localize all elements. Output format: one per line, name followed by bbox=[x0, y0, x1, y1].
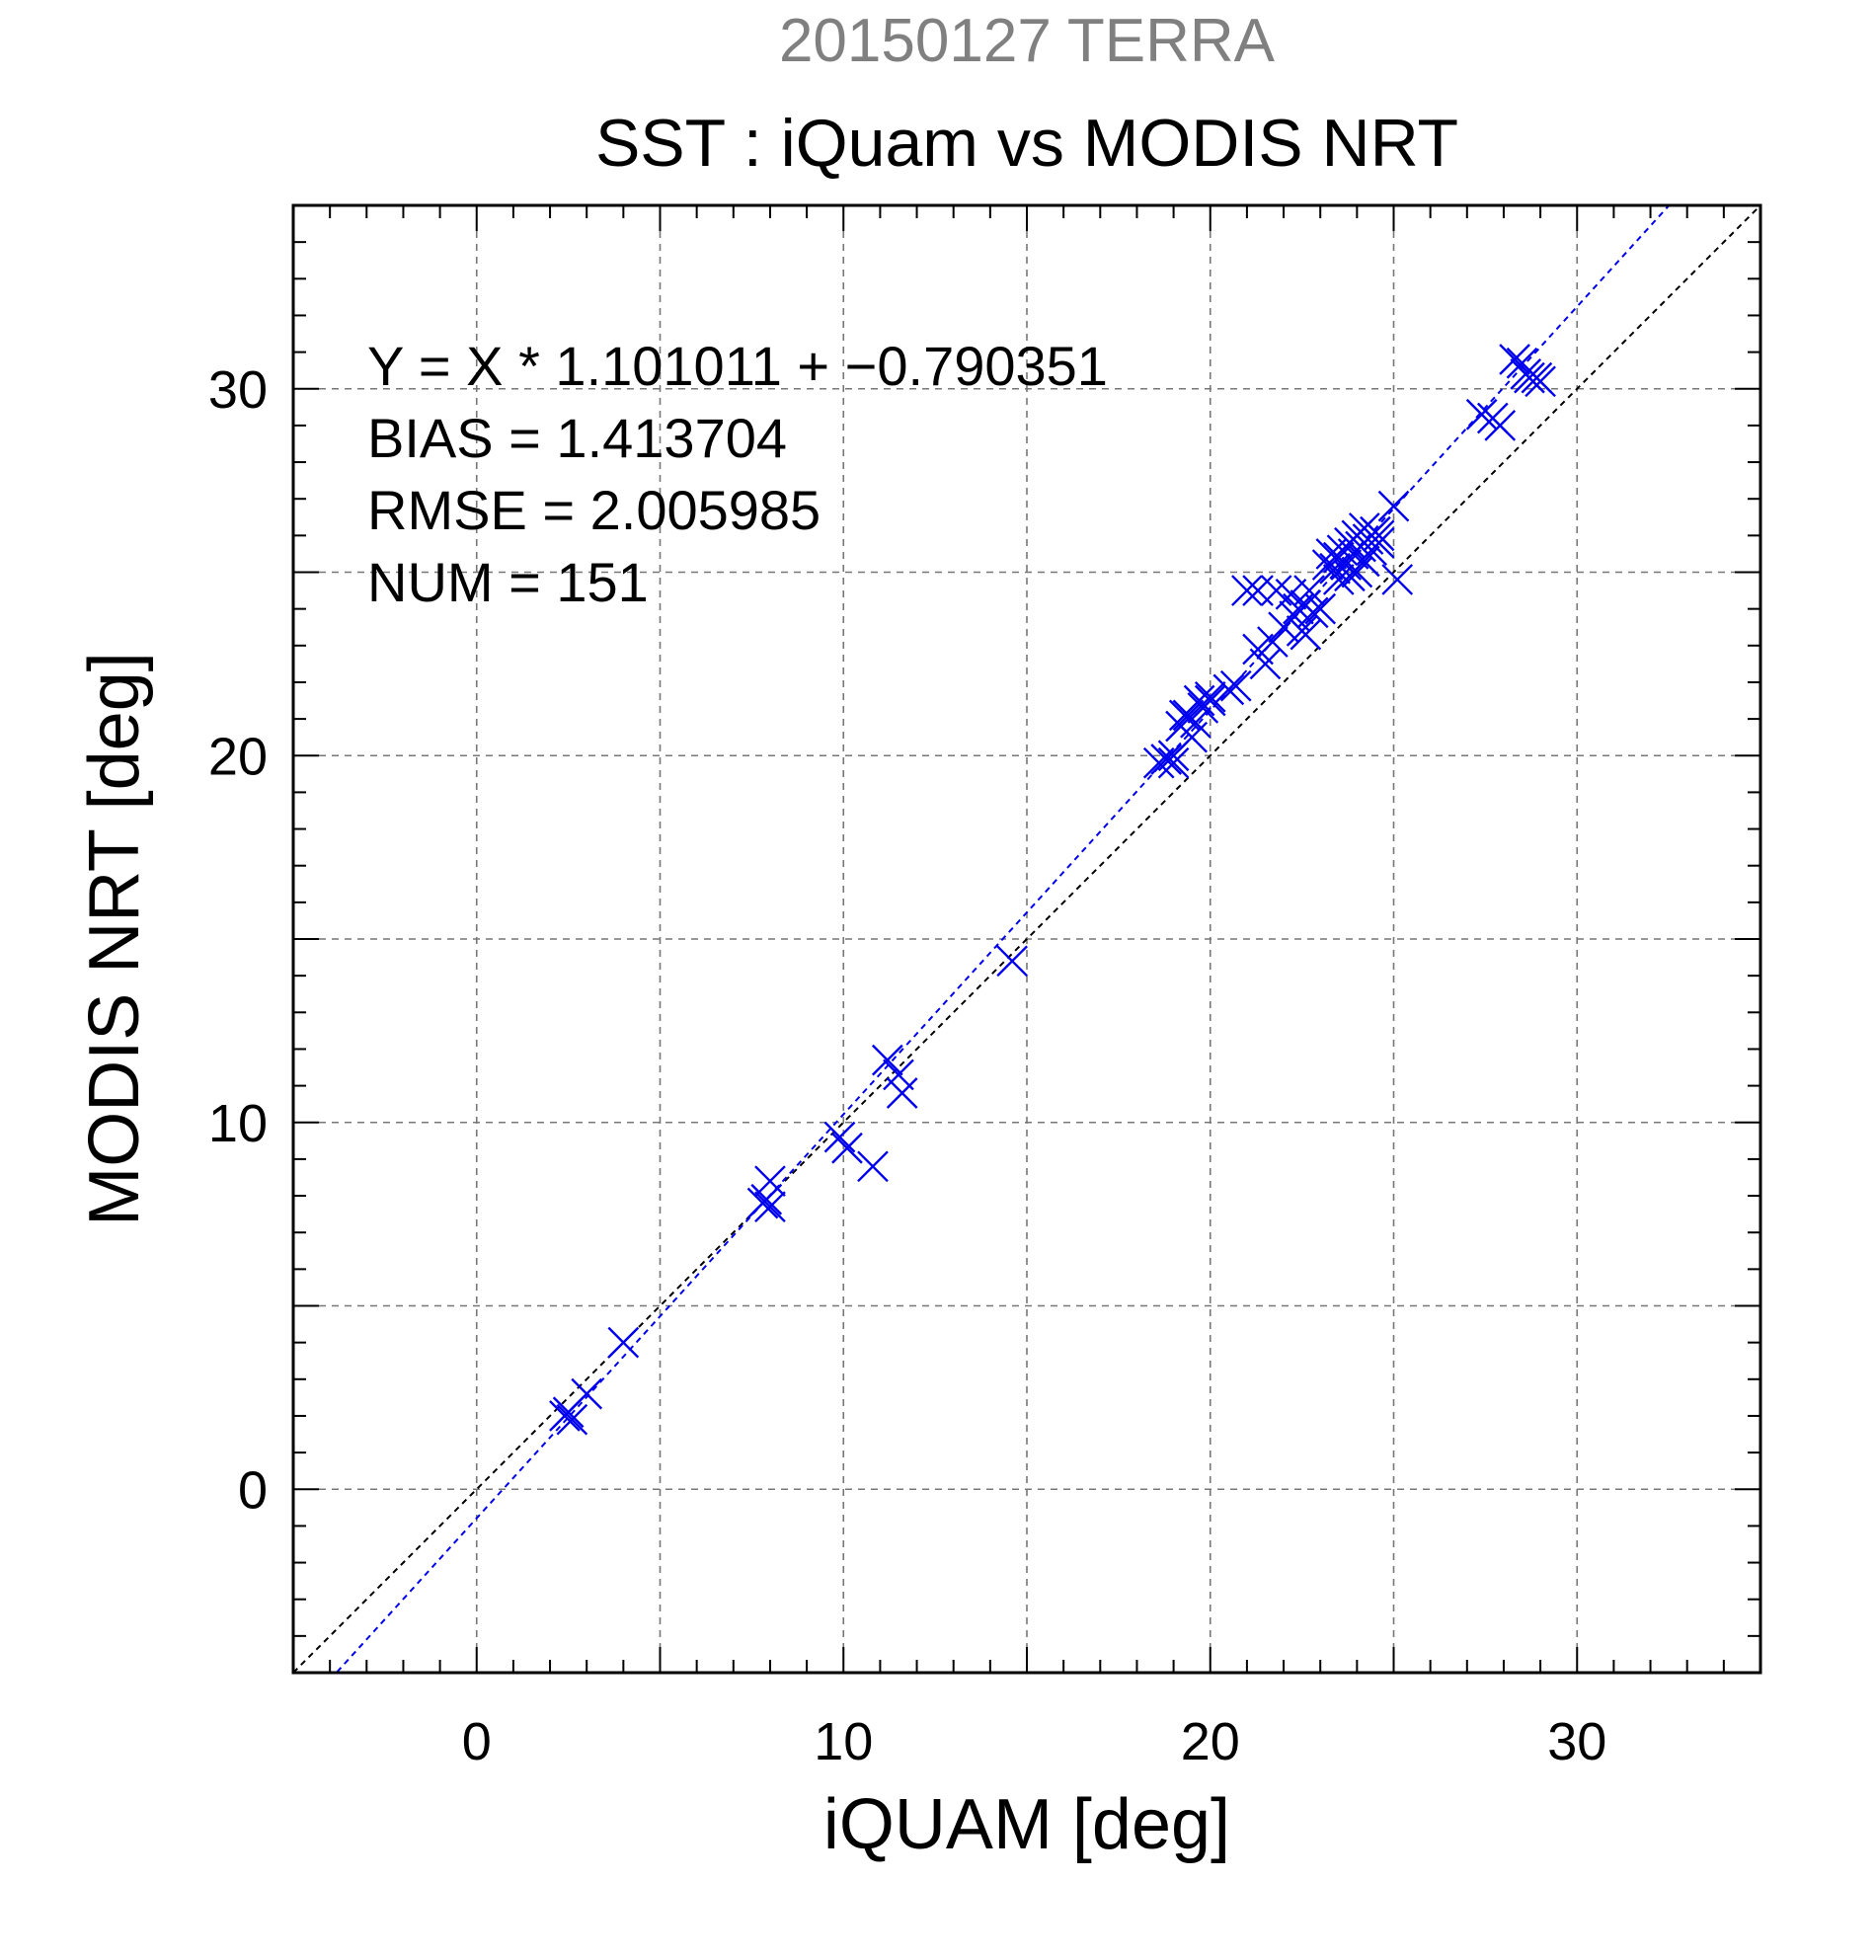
identity-line bbox=[293, 205, 1760, 1673]
bias-value: BIAS = 1.413704 bbox=[367, 407, 787, 469]
scatter-point bbox=[1194, 684, 1226, 717]
regression-equation: Y = X * 1.101011 + −0.790351 bbox=[367, 335, 1108, 397]
scatter-point bbox=[1484, 410, 1517, 441]
scatter-point bbox=[556, 1403, 588, 1436]
scatter-point bbox=[1142, 746, 1175, 779]
scatter-point bbox=[1219, 669, 1252, 702]
scatter-point bbox=[1157, 746, 1190, 779]
grid-lines bbox=[293, 205, 1760, 1673]
scatter-point bbox=[1257, 626, 1289, 658]
y-tick-label: 30 bbox=[208, 360, 268, 420]
scatter-point bbox=[1499, 344, 1530, 375]
chart-title: SST : iQuam vs MODIS NRT bbox=[595, 106, 1458, 181]
stats-annotations: Y = X * 1.101011 + −0.790351 BIAS = 1.41… bbox=[367, 335, 1108, 613]
scatter-point bbox=[1242, 633, 1274, 666]
scatter-point bbox=[1304, 592, 1337, 625]
scatter-point bbox=[1249, 648, 1282, 680]
y-tick-label: 0 bbox=[238, 1460, 268, 1520]
y-axis-label: MODIS NRT [deg] bbox=[75, 652, 154, 1226]
x-tick-labels: 0 10 20 30 bbox=[462, 1712, 1607, 1771]
y-tick-label: 10 bbox=[208, 1094, 268, 1153]
scatter-point bbox=[1231, 575, 1263, 606]
scatter-point bbox=[871, 1044, 903, 1076]
reference-lines bbox=[293, 205, 1760, 1673]
scatter-point bbox=[1296, 596, 1329, 629]
scatter-point bbox=[1212, 673, 1245, 706]
scatter-point bbox=[1363, 519, 1395, 552]
scatter-point bbox=[883, 1058, 914, 1091]
scatter-point bbox=[857, 1150, 889, 1183]
scatter-point bbox=[996, 945, 1028, 978]
num-value: NUM = 151 bbox=[367, 551, 649, 613]
scatter-point bbox=[1465, 398, 1498, 431]
scatter-point bbox=[831, 1132, 863, 1164]
x-axis-label: iQUAM [deg] bbox=[823, 1785, 1230, 1864]
rmse-value: RMSE = 2.005985 bbox=[367, 479, 821, 541]
scatter-point bbox=[1524, 365, 1556, 398]
scatter-point bbox=[1514, 361, 1545, 394]
scatter-point bbox=[754, 1165, 786, 1198]
scatter-point bbox=[1363, 526, 1395, 559]
scatter-point bbox=[1377, 490, 1410, 522]
regression-fit-line bbox=[335, 205, 1671, 1673]
scatter-point bbox=[754, 1191, 786, 1223]
y-tick-labels: 0 10 20 30 bbox=[208, 360, 268, 1521]
scatter-point bbox=[1381, 564, 1414, 595]
scatter-point bbox=[571, 1377, 603, 1410]
scatter-point bbox=[1183, 684, 1215, 717]
scatter-point bbox=[1150, 744, 1183, 775]
x-tick-label: 0 bbox=[462, 1712, 492, 1771]
scatter-point bbox=[1290, 618, 1322, 651]
plot-frame bbox=[291, 203, 1762, 1675]
chart-supertitle: 20150127 TERRA bbox=[779, 7, 1276, 75]
x-tick-label: 20 bbox=[1181, 1712, 1240, 1771]
x-tick-label: 10 bbox=[814, 1712, 873, 1771]
scatter-point bbox=[607, 1326, 640, 1359]
x-tick-label: 30 bbox=[1547, 1712, 1606, 1771]
scatter-point bbox=[886, 1077, 918, 1109]
scatter-point bbox=[750, 1183, 783, 1215]
scatter-points bbox=[549, 344, 1556, 1436]
y-tick-label: 20 bbox=[208, 727, 268, 786]
scatter-point bbox=[1194, 680, 1226, 713]
scatter-point bbox=[1322, 564, 1355, 595]
